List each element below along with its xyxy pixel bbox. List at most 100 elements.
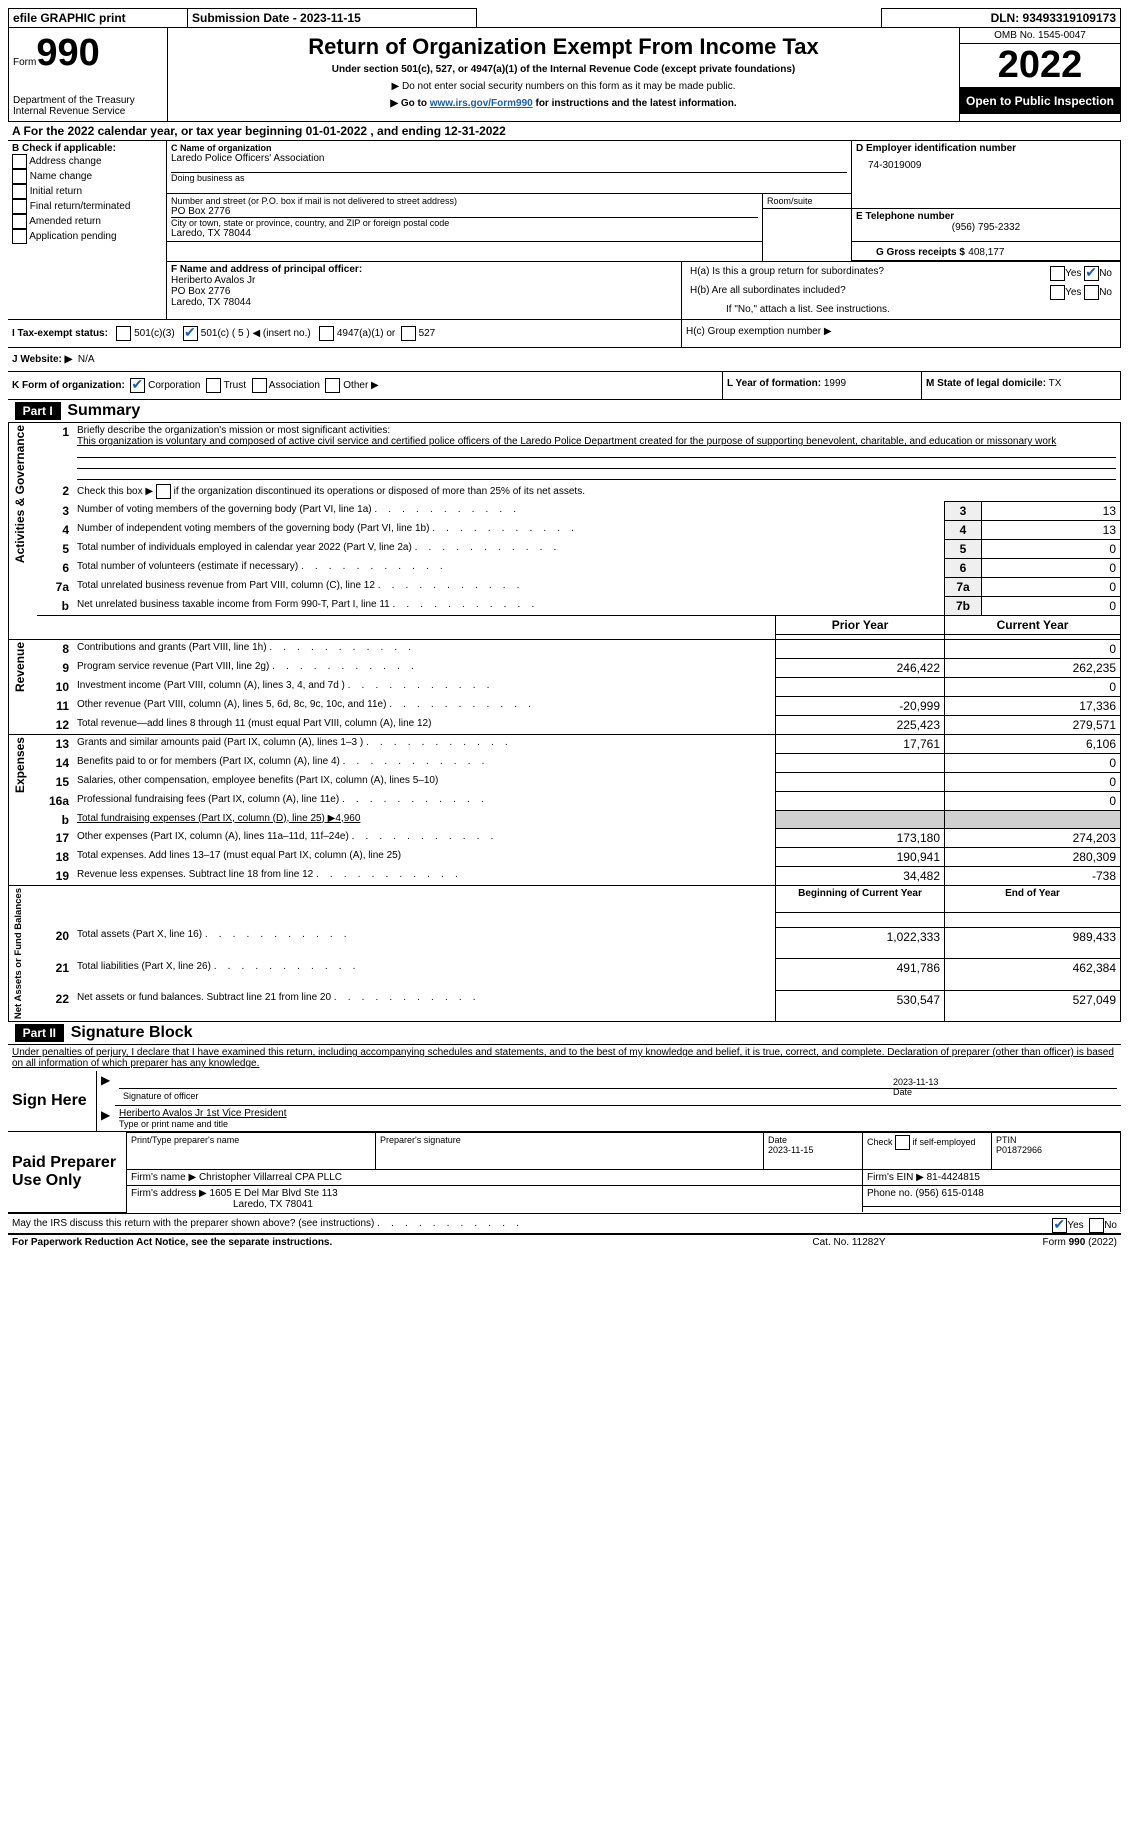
form-subtitle: Under section 501(c), 527, or 4947(a)(1)… bbox=[174, 64, 953, 75]
room-label: Room/suite bbox=[763, 194, 852, 209]
b-label: B Check if applicable: bbox=[12, 143, 162, 154]
form-link[interactable]: www.irs.gov/Form990 bbox=[430, 98, 533, 109]
exp-19-cy: -738 bbox=[945, 867, 1121, 886]
current-year-label: Current Year bbox=[945, 616, 1121, 635]
checkbox-addr-change[interactable] bbox=[12, 154, 27, 169]
rev-9-py: 246,422 bbox=[776, 659, 945, 678]
checkbox-assoc[interactable] bbox=[252, 378, 267, 393]
net-22-py: 530,547 bbox=[776, 990, 945, 1022]
checkbox-amended[interactable] bbox=[12, 214, 27, 229]
rev-11-py: -20,999 bbox=[776, 697, 945, 716]
checkbox-name-change[interactable] bbox=[12, 169, 27, 184]
website-value: N/A bbox=[78, 354, 95, 365]
c-name-label: C Name of organization bbox=[171, 143, 847, 153]
checkbox-hb-no[interactable] bbox=[1084, 285, 1099, 300]
net-21-py: 491,786 bbox=[776, 959, 945, 991]
b-initial: Initial return bbox=[12, 184, 162, 199]
sign-here-label: Sign Here bbox=[8, 1071, 97, 1132]
pp-name-label: Print/Type preparer's name bbox=[127, 1133, 376, 1170]
checkbox-initial[interactable] bbox=[12, 184, 27, 199]
begin-year-label: Beginning of Current Year bbox=[776, 886, 945, 913]
part1-title: Summary bbox=[67, 402, 140, 419]
topbar: efile GRAPHIC print Submission Date - 20… bbox=[8, 8, 1121, 28]
side-net: Net Assets or Fund Balances bbox=[13, 888, 24, 1019]
checkbox-hb-yes[interactable] bbox=[1050, 285, 1065, 300]
line-j: J Website: ▶ N/A bbox=[8, 348, 1121, 372]
rev-8: 0 bbox=[945, 640, 1121, 659]
ein-value: 74-3019009 bbox=[856, 160, 1116, 171]
checkbox-self-emp[interactable] bbox=[895, 1135, 910, 1150]
checkbox-pending[interactable] bbox=[12, 229, 27, 244]
e-label: E Telephone number bbox=[856, 211, 1116, 222]
checkbox-other[interactable] bbox=[325, 378, 340, 393]
sig-officer-label: Signature of officer bbox=[119, 1089, 889, 1104]
side-revenue: Revenue bbox=[13, 642, 27, 692]
exp-13-cy: 6,106 bbox=[945, 735, 1121, 754]
preparer-block: Paid Preparer Use Only Print/Type prepar… bbox=[8, 1132, 1121, 1213]
net-21-cy: 462,384 bbox=[945, 959, 1121, 991]
checkbox-527[interactable] bbox=[401, 326, 416, 341]
firm-city: Laredo, TX 78041 bbox=[131, 1199, 313, 1210]
q1-text: This organization is voluntary and compo… bbox=[77, 436, 1056, 447]
d-label: D Employer identification number bbox=[856, 143, 1116, 154]
checkbox-501c3[interactable] bbox=[116, 326, 131, 341]
checkbox-q2[interactable] bbox=[156, 484, 171, 499]
ptin-value: P01872966 bbox=[996, 1145, 1042, 1155]
checkbox-discuss-no[interactable] bbox=[1089, 1218, 1104, 1233]
pp-sig-label: Preparer's signature bbox=[376, 1133, 764, 1170]
checkbox-501c[interactable] bbox=[183, 326, 198, 341]
rev-10: 0 bbox=[945, 678, 1121, 697]
line-i: I Tax-exempt status: 501(c)(3) 501(c) ( … bbox=[8, 320, 682, 348]
exp-13-py: 17,761 bbox=[776, 735, 945, 754]
b-addr-change: Address change bbox=[12, 154, 162, 169]
dept-label: Department of the Treasury Internal Reve… bbox=[13, 95, 163, 117]
checkbox-4947[interactable] bbox=[319, 326, 334, 341]
b-pending: Application pending bbox=[12, 229, 162, 244]
b-amended: Amended return bbox=[12, 214, 162, 229]
jklm-block: J Website: ▶ N/A K Form of organization:… bbox=[8, 348, 1121, 400]
paid-preparer-label: Paid Preparer Use Only bbox=[8, 1133, 127, 1213]
checkbox-ha-no[interactable] bbox=[1084, 266, 1099, 281]
b-final: Final return/terminated bbox=[12, 199, 162, 214]
net-22-cy: 527,049 bbox=[945, 990, 1121, 1022]
exp-17-cy: 274,203 bbox=[945, 829, 1121, 848]
addr-label: Number and street (or P.O. box if mail i… bbox=[171, 196, 758, 206]
val-7b: 0 bbox=[982, 597, 1121, 616]
checkbox-ha-yes[interactable] bbox=[1050, 266, 1065, 281]
header-block: Form990 Department of the Treasury Inter… bbox=[8, 28, 1121, 122]
city-label: City or town, state or province, country… bbox=[171, 217, 758, 228]
checkbox-discuss-yes[interactable] bbox=[1052, 1218, 1067, 1233]
exp-15: 0 bbox=[945, 773, 1121, 792]
part2-header: Part II bbox=[15, 1024, 64, 1042]
checkbox-final[interactable] bbox=[12, 199, 27, 214]
form-note1: ▶ Do not enter social security numbers o… bbox=[174, 81, 953, 92]
form-number: 990 bbox=[36, 32, 99, 74]
line-k: K Form of organization: Corporation Trus… bbox=[8, 372, 723, 400]
b-name-change: Name change bbox=[12, 169, 162, 184]
officer-name: Heriberto Avalos Jr bbox=[171, 275, 677, 286]
val-5: 0 bbox=[982, 540, 1121, 559]
end-year-label: End of Year bbox=[945, 886, 1121, 913]
part1-table: Activities & Governance 1 Briefly descri… bbox=[8, 423, 1121, 1022]
city-value: Laredo, TX 78044 bbox=[171, 228, 758, 239]
part2-header-row: Part II Signature Block bbox=[8, 1022, 1121, 1045]
submission-date: Submission Date - 2023-11-15 bbox=[188, 9, 477, 28]
cat-no: Cat. No. 11282Y bbox=[745, 1235, 953, 1250]
type-label: Type or print name and title bbox=[119, 1119, 1117, 1129]
checkbox-corp[interactable] bbox=[130, 378, 145, 393]
officer-addr1: PO Box 2776 bbox=[171, 286, 677, 297]
dba-label: Doing business as bbox=[171, 172, 847, 183]
hb-note: If "No," attach a list. See instructions… bbox=[686, 302, 1116, 317]
val-4: 13 bbox=[982, 521, 1121, 540]
sign-block: Sign Here ▶ Signature of officer2023-11-… bbox=[8, 1071, 1121, 1132]
firm-addr: 1605 E Del Mar Blvd Ste 113 bbox=[210, 1188, 338, 1199]
bcdeg-block: B Check if applicable: Address change Na… bbox=[8, 140, 1121, 261]
val-3: 13 bbox=[982, 502, 1121, 521]
part2-title: Signature Block bbox=[71, 1024, 193, 1041]
dln-label: DLN: 93493319109173 bbox=[882, 9, 1121, 28]
form-prefix: Form bbox=[13, 57, 36, 68]
rev-9-cy: 262,235 bbox=[945, 659, 1121, 678]
checkbox-trust[interactable] bbox=[206, 378, 221, 393]
phone-value: (956) 795-2332 bbox=[856, 222, 1116, 233]
exp-14: 0 bbox=[945, 754, 1121, 773]
